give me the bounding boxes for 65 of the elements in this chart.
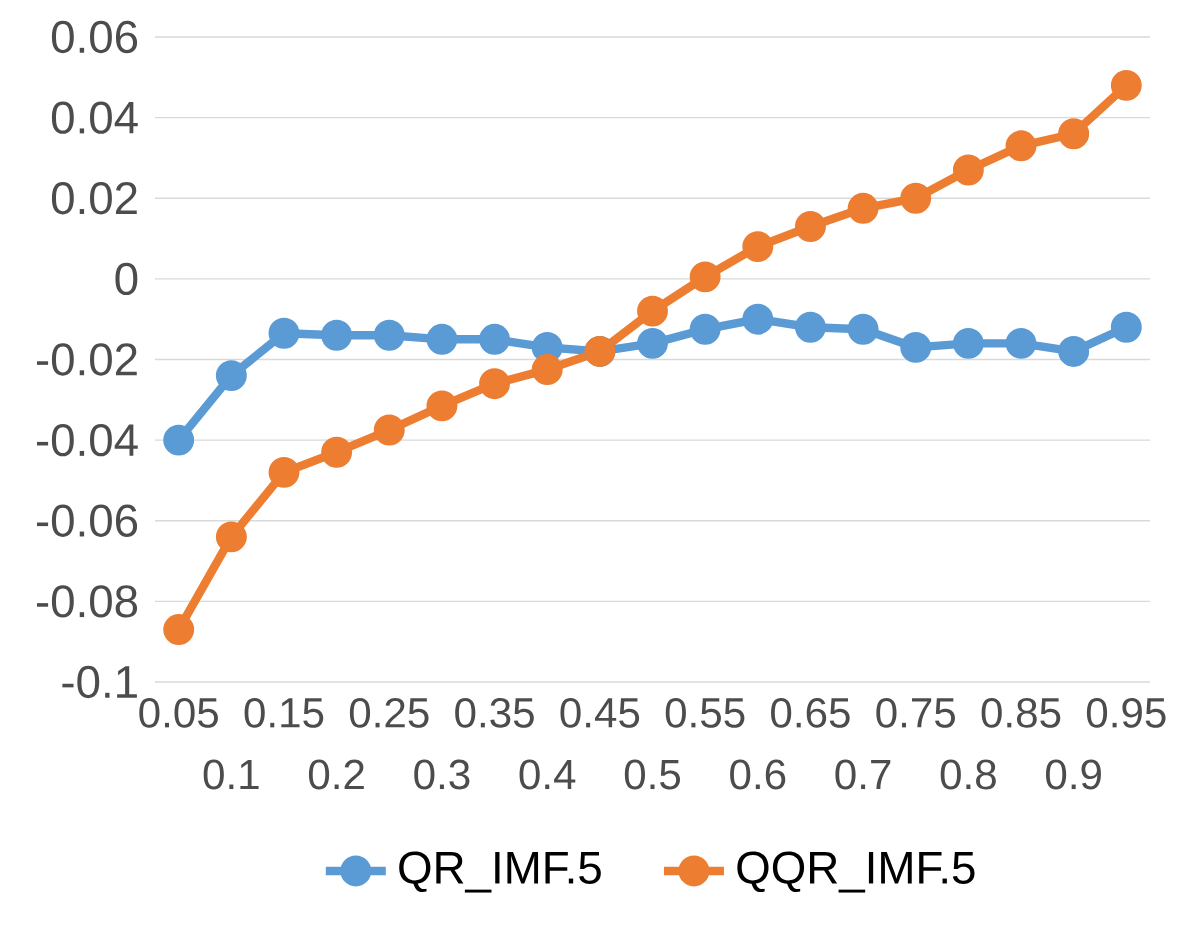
point <box>742 231 774 263</box>
x-tick-label: 0.55 <box>665 697 745 728</box>
x-tick-label: 0.7 <box>835 759 891 790</box>
point <box>1058 335 1090 367</box>
x-tick-label: 0.45 <box>560 697 640 728</box>
x-tick-label: 0.75 <box>876 697 955 728</box>
point <box>952 327 984 359</box>
y-tick-label: 0 <box>115 262 138 296</box>
point <box>321 436 353 468</box>
point <box>268 317 300 349</box>
x-tick-label: 0.8 <box>940 759 996 790</box>
point <box>1110 311 1142 343</box>
point <box>742 303 774 335</box>
point <box>637 295 668 327</box>
x-tick-label: 0.15 <box>244 697 324 728</box>
point <box>794 210 826 242</box>
y-tick-label: 0.04 <box>51 101 138 134</box>
point <box>479 323 511 355</box>
y-tick-label: -0.02 <box>36 343 137 376</box>
y-tick-label: -0.06 <box>36 504 138 537</box>
point <box>373 319 405 351</box>
point <box>689 313 721 345</box>
point <box>268 456 300 488</box>
point <box>1058 118 1090 150</box>
point <box>321 319 353 351</box>
point <box>163 424 195 456</box>
point <box>426 323 458 355</box>
point <box>373 414 405 446</box>
x-tick-label: 0.5 <box>624 759 681 790</box>
x-tick-label: 0.9 <box>1046 759 1101 790</box>
y-tick-label: -0.1 <box>62 665 137 699</box>
x-tick-label: 0.65 <box>771 697 850 728</box>
point <box>1005 130 1037 162</box>
legend-label: QQR_IMF.5 <box>737 851 975 893</box>
x-tick-label: 0.05 <box>139 697 218 728</box>
point <box>1110 69 1142 101</box>
x-tick-label: 0.35 <box>455 697 534 728</box>
x-tick-label: 0.95 <box>1086 697 1166 728</box>
point <box>847 192 879 224</box>
point <box>952 154 984 186</box>
x-tick-label: 0.3 <box>414 759 470 790</box>
x-tick-label: 0.85 <box>981 697 1061 728</box>
point <box>794 311 826 343</box>
y-tick-label: 0.06 <box>51 20 138 54</box>
point <box>215 360 247 392</box>
point <box>637 327 668 359</box>
point <box>689 261 721 293</box>
y-tick-label: 0.02 <box>51 182 137 215</box>
x-tick-label: 0.2 <box>308 759 364 790</box>
point <box>479 368 511 400</box>
point <box>900 331 932 363</box>
point <box>531 354 563 386</box>
point <box>426 390 458 422</box>
x-tick-label: 0.1 <box>203 759 259 790</box>
x-tick-label: 0.25 <box>349 697 429 728</box>
point <box>215 521 247 553</box>
point <box>1005 327 1037 359</box>
y-tick-label: -0.08 <box>36 585 138 618</box>
x-tick-label: 0.4 <box>519 759 576 790</box>
legend-label: QR_IMF.5 <box>399 851 601 893</box>
point <box>900 182 932 214</box>
point <box>847 313 879 345</box>
x-tick-label: 0.6 <box>730 759 786 790</box>
point <box>163 614 195 646</box>
y-tick-label: -0.04 <box>36 423 138 457</box>
